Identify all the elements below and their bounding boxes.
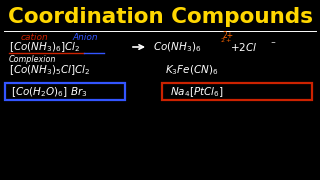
Text: 2+: 2+ xyxy=(222,31,234,40)
Text: $^{-}$: $^{-}$ xyxy=(270,39,276,48)
Text: $+ 2Cl$: $+ 2Cl$ xyxy=(230,41,257,53)
Text: $Na_4[PtCl_6]$: $Na_4[PtCl_6]$ xyxy=(170,85,224,99)
Text: $K_3Fe(CN)_6$: $K_3Fe(CN)_6$ xyxy=(165,63,219,77)
Text: cation: cation xyxy=(20,33,48,42)
Text: $^{2+}$: $^{2+}$ xyxy=(220,37,232,46)
Text: Anion: Anion xyxy=(72,33,98,42)
Text: Coordination Compounds: Coordination Compounds xyxy=(7,7,313,27)
Text: Complexion: Complexion xyxy=(9,55,57,64)
Text: $[Co(H_2O)_6]\ Br_3$: $[Co(H_2O)_6]\ Br_3$ xyxy=(11,85,87,99)
Bar xyxy=(162,83,312,100)
Text: $Co(NH_3)_6$: $Co(NH_3)_6$ xyxy=(153,40,201,54)
Bar xyxy=(5,83,125,100)
Text: $[Co(NH_3)_6]Cl_2$: $[Co(NH_3)_6]Cl_2$ xyxy=(9,40,80,54)
Text: $[Co(NH_3)_5Cl]Cl_2$: $[Co(NH_3)_5Cl]Cl_2$ xyxy=(9,63,90,77)
